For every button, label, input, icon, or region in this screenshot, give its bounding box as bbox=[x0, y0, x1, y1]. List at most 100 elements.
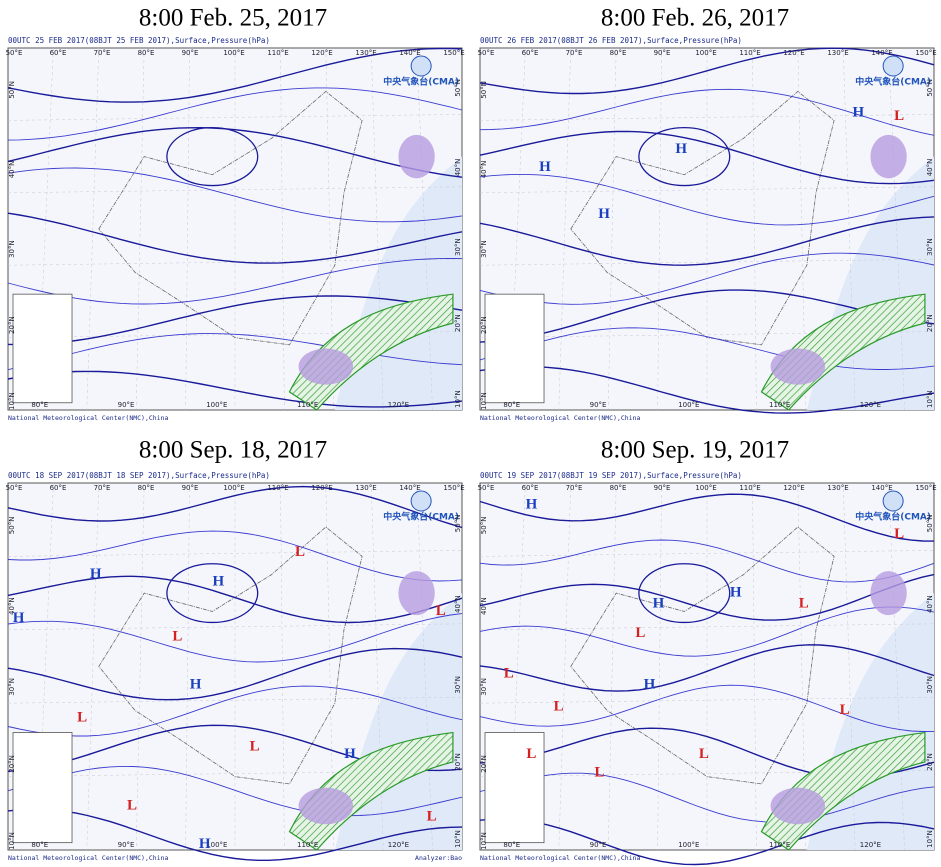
footer: National Meteorological Center(NMC),Chin… bbox=[480, 854, 641, 862]
lon-label: 110°E bbox=[267, 484, 288, 492]
graticule bbox=[479, 186, 935, 194]
isobar bbox=[7, 258, 463, 305]
graticule bbox=[842, 482, 856, 851]
lon-label: 100°E bbox=[678, 841, 699, 849]
isobar bbox=[7, 295, 463, 346]
lat-label: 10°N bbox=[480, 832, 488, 850]
pressure-center: L bbox=[799, 596, 809, 612]
lat-label: 20°N bbox=[480, 755, 488, 773]
lat-label: 50°N bbox=[926, 515, 934, 533]
pressure-center: L bbox=[554, 698, 564, 714]
pressure-center: L bbox=[504, 665, 514, 681]
lon-label: 60°E bbox=[50, 484, 67, 492]
lon-label: 130°E bbox=[827, 484, 848, 492]
pressure-center: L bbox=[699, 746, 709, 762]
pressure-center: H bbox=[730, 585, 742, 601]
lon-label: 80°E bbox=[503, 841, 520, 849]
lat-label: 40°N bbox=[480, 597, 488, 615]
map-panel: 中央气象台(CMA) 50°E 60°E 70°E 80°E 90°E 100°E 110°E… bbox=[6, 482, 465, 861]
graticule bbox=[86, 482, 100, 851]
map-panel: 中央气象台(CMA) 50°E 60°E 70°E 80°E 90°E 100°E 110°E… bbox=[478, 47, 937, 414]
lat-label: 20°N bbox=[454, 753, 462, 771]
footer: National Meteorological Center(NMC),Chin… bbox=[8, 414, 169, 422]
lat-label: 50°N bbox=[454, 515, 462, 533]
lon-label: 100°E bbox=[206, 401, 227, 409]
lon-label: 70°E bbox=[566, 484, 583, 492]
lon-label: 70°E bbox=[94, 484, 111, 492]
lon-label: 150°E bbox=[915, 49, 936, 57]
pressure-center: L bbox=[840, 702, 850, 718]
lon-label: 90°E bbox=[590, 401, 607, 409]
lon-label: 50°E bbox=[478, 484, 495, 492]
lon-label: 150°E bbox=[443, 49, 464, 57]
panel-title: 8:00 Feb. 26, 2017 bbox=[601, 5, 789, 32]
graticule bbox=[7, 696, 463, 704]
footer: National Meteorological Center(NMC),Chin… bbox=[8, 854, 169, 862]
graticule bbox=[325, 482, 335, 851]
panel-title: 8:00 Sep. 18, 2017 bbox=[139, 437, 327, 464]
pressure-center: H bbox=[199, 836, 211, 852]
lon-label: 50°E bbox=[6, 49, 23, 57]
lon-label: 150°E bbox=[915, 484, 936, 492]
isobar bbox=[479, 88, 935, 136]
lon-label: 90°E bbox=[654, 49, 671, 57]
pressure-center: L bbox=[77, 709, 87, 725]
isobar bbox=[479, 216, 935, 266]
map-panel: 中央气象台(CMA) 50°E 60°E 70°E 80°E 90°E 100°E 110°E… bbox=[6, 47, 465, 411]
graticule bbox=[479, 114, 935, 121]
pressure-center: H bbox=[212, 574, 224, 590]
graticule bbox=[479, 550, 935, 557]
pressure-center: L bbox=[436, 603, 446, 619]
graticule bbox=[797, 482, 807, 851]
lon-label: 140°E bbox=[871, 49, 892, 57]
graticule bbox=[7, 186, 463, 194]
graticule bbox=[479, 258, 935, 266]
logo-emblem bbox=[882, 490, 904, 512]
pressure-center: L bbox=[635, 625, 645, 641]
lon-label: 90°E bbox=[590, 841, 607, 849]
lon-label: 100°E bbox=[695, 49, 716, 57]
pressure-center: H bbox=[852, 105, 864, 121]
pressure-center: H bbox=[653, 596, 665, 612]
lat-label: 40°N bbox=[454, 595, 462, 613]
isobar bbox=[166, 126, 259, 187]
lon-label: 80°E bbox=[31, 841, 48, 849]
isobar bbox=[7, 212, 463, 264]
lon-label: 130°E bbox=[355, 484, 376, 492]
lat-label: 50°N bbox=[8, 81, 16, 99]
pressure-center: L bbox=[594, 764, 604, 780]
graticule bbox=[280, 47, 285, 411]
isobar bbox=[479, 644, 935, 692]
lat-label: 30°N bbox=[926, 238, 934, 256]
lon-label: 140°E bbox=[871, 484, 892, 492]
lon-label: 90°E bbox=[182, 49, 199, 57]
lat-label: 50°N bbox=[8, 517, 16, 535]
isobar bbox=[479, 772, 935, 823]
graticule bbox=[416, 47, 433, 411]
lon-label: 80°E bbox=[610, 49, 627, 57]
lon-label: 80°E bbox=[31, 401, 48, 409]
lat-label: 40°N bbox=[454, 159, 462, 177]
logo-emblem bbox=[882, 55, 904, 77]
lat-label: 10°N bbox=[480, 392, 488, 410]
lon-label: 100°E bbox=[206, 841, 227, 849]
isobar bbox=[7, 47, 463, 103]
isobar bbox=[479, 327, 935, 370]
graticule bbox=[416, 482, 433, 851]
lat-label: 20°N bbox=[8, 316, 16, 334]
china-border bbox=[98, 526, 363, 785]
lat-label: 20°N bbox=[926, 753, 934, 771]
isobar bbox=[7, 685, 463, 737]
lat-label: 20°N bbox=[454, 314, 462, 332]
lon-label: 100°E bbox=[223, 49, 244, 57]
fog-area bbox=[298, 348, 354, 385]
lat-label: 30°N bbox=[8, 240, 16, 258]
graticule bbox=[280, 482, 285, 851]
panel-title: 8:00 Feb. 25, 2017 bbox=[139, 5, 327, 32]
logo-text: 中央气象台(CMA) bbox=[855, 76, 931, 88]
lat-label: 10°N bbox=[926, 830, 934, 848]
graticule bbox=[7, 114, 463, 121]
graticule bbox=[185, 47, 190, 411]
